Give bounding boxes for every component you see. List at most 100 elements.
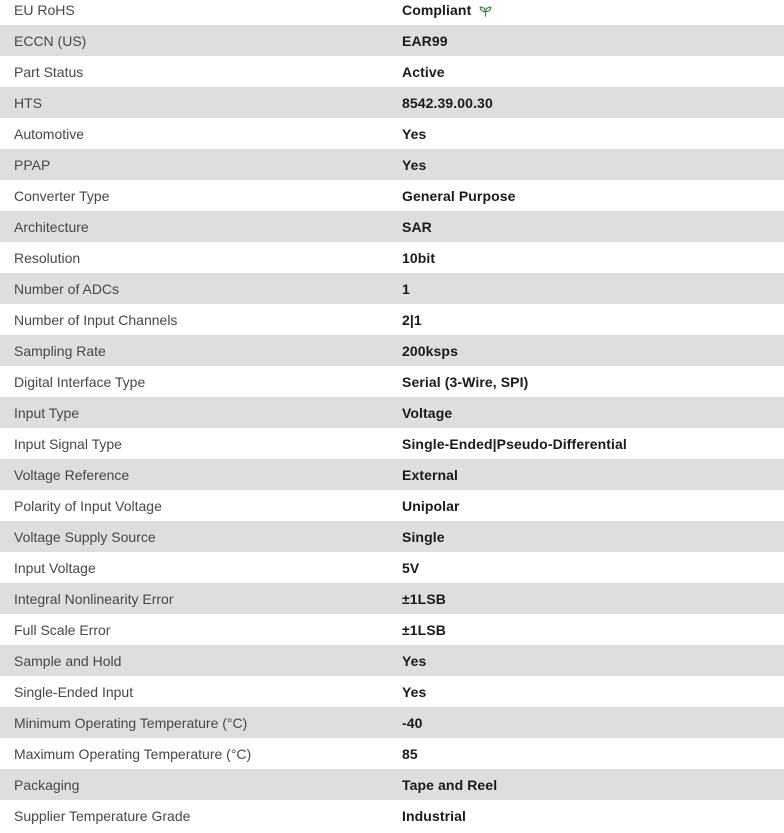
spec-row: Resolution 10bit xyxy=(0,242,784,273)
spec-label: Single-Ended Input xyxy=(14,683,134,700)
spec-label: Resolution xyxy=(14,249,81,266)
spec-row: Voltage Reference External xyxy=(0,459,784,490)
spec-value-cell: Yes xyxy=(402,684,784,700)
spec-value-cell: Tape and Reel xyxy=(402,777,784,793)
spec-value-cell: 2|1 xyxy=(402,312,784,328)
spec-value-cell: ±1LSB xyxy=(402,622,784,638)
spec-value: EAR99 xyxy=(402,32,448,49)
spec-row: ECCN (US) EAR99 xyxy=(0,25,784,56)
spec-value: 5V xyxy=(402,559,420,576)
spec-value: Unipolar xyxy=(402,497,460,514)
spec-value: 85 xyxy=(402,745,418,762)
spec-row: Sampling Rate 200ksps xyxy=(0,335,784,366)
spec-value: Yes xyxy=(402,156,427,173)
spec-value-cell: Unipolar xyxy=(402,498,784,514)
spec-value: Yes xyxy=(402,683,427,700)
spec-label: Maximum Operating Temperature (°C) xyxy=(14,745,252,762)
spec-label: HTS xyxy=(14,94,42,111)
spec-value: Active xyxy=(402,63,445,80)
spec-row: Input Signal Type Single-Ended|Pseudo-Di… xyxy=(0,428,784,459)
spec-value: Tape and Reel xyxy=(402,776,498,793)
spec-row: Single-Ended Input Yes xyxy=(0,676,784,707)
spec-row: Polarity of Input Voltage Unipolar xyxy=(0,490,784,521)
spec-label: Minimum Operating Temperature (°C) xyxy=(14,714,248,731)
spec-value: Voltage xyxy=(402,404,453,421)
spec-row: PPAP Yes xyxy=(0,149,784,180)
spec-value-cell: 5V xyxy=(402,560,784,576)
spec-label: Input Voltage xyxy=(14,559,96,576)
spec-value-cell: 200ksps xyxy=(402,343,784,359)
spec-value: Single-Ended|Pseudo-Differential xyxy=(402,435,627,452)
spec-label: Digital Interface Type xyxy=(14,373,146,390)
spec-value: Compliant xyxy=(402,1,472,18)
spec-value-cell: Industrial xyxy=(402,808,784,824)
spec-label: Sample and Hold xyxy=(14,652,122,669)
spec-label: Voltage Reference xyxy=(14,466,130,483)
spec-value: 2|1 xyxy=(402,311,422,328)
spec-value: ±1LSB xyxy=(402,590,446,607)
spec-label: Number of Input Channels xyxy=(14,311,178,328)
spec-label: Number of ADCs xyxy=(14,280,120,297)
spec-label: PPAP xyxy=(14,156,51,173)
spec-value-cell: Voltage xyxy=(402,405,784,421)
spec-row: Input Voltage 5V xyxy=(0,552,784,583)
spec-row: Architecture SAR xyxy=(0,211,784,242)
spec-value-cell: Single xyxy=(402,529,784,545)
spec-row: Full Scale Error ±1LSB xyxy=(0,614,784,645)
spec-row: Packaging Tape and Reel xyxy=(0,769,784,800)
spec-row: EU RoHS Compliant xyxy=(0,0,784,25)
spec-value: SAR xyxy=(402,218,432,235)
spec-row: Input Type Voltage xyxy=(0,397,784,428)
spec-value: 200ksps xyxy=(402,342,458,359)
spec-value: Yes xyxy=(402,125,427,142)
spec-label: Integral Nonlinearity Error xyxy=(14,590,174,607)
spec-row: Minimum Operating Temperature (°C) -40 xyxy=(0,707,784,738)
spec-value: Serial (3-Wire, SPI) xyxy=(402,373,529,390)
leaf-icon xyxy=(478,3,493,18)
spec-label: Input Type xyxy=(14,404,80,421)
spec-label: Architecture xyxy=(14,218,89,235)
spec-value: ±1LSB xyxy=(402,621,446,638)
spec-value-cell: External xyxy=(402,467,784,483)
spec-value-cell: Yes xyxy=(402,157,784,173)
spec-row: Supplier Temperature Grade Industrial xyxy=(0,800,784,831)
spec-row: Number of Input Channels 2|1 xyxy=(0,304,784,335)
spec-label: Full Scale Error xyxy=(14,621,111,638)
spec-value-cell: Single-Ended|Pseudo-Differential xyxy=(402,436,784,452)
spec-label: Packaging xyxy=(14,776,80,793)
spec-value-cell: 10bit xyxy=(402,250,784,266)
spec-value: Industrial xyxy=(402,807,467,824)
spec-value-cell: ±1LSB xyxy=(402,591,784,607)
spec-value: -40 xyxy=(402,714,423,731)
spec-label: Converter Type xyxy=(14,187,110,204)
spec-value: 1 xyxy=(402,280,410,297)
spec-value-cell: SAR xyxy=(402,219,784,235)
spec-label: Input Signal Type xyxy=(14,435,122,452)
spec-row: Integral Nonlinearity Error ±1LSB xyxy=(0,583,784,614)
spec-value: 10bit xyxy=(402,249,436,266)
spec-row: Part Status Active xyxy=(0,56,784,87)
spec-row: Voltage Supply Source Single xyxy=(0,521,784,552)
spec-value-cell: Yes xyxy=(402,653,784,669)
spec-row: Maximum Operating Temperature (°C) 85 xyxy=(0,738,784,769)
spec-label: Sampling Rate xyxy=(14,342,106,359)
spec-row: Number of ADCs 1 xyxy=(0,273,784,304)
spec-value-cell: 85 xyxy=(402,746,784,762)
spec-value: General Purpose xyxy=(402,187,516,204)
spec-label: Automotive xyxy=(14,125,85,142)
spec-value: Yes xyxy=(402,652,427,669)
spec-value-cell: Compliant xyxy=(402,2,784,18)
spec-row: Converter Type General Purpose xyxy=(0,180,784,211)
spec-value: External xyxy=(402,466,459,483)
spec-row: Digital Interface Type Serial (3-Wire, S… xyxy=(0,366,784,397)
spec-row: Automotive Yes xyxy=(0,118,784,149)
spec-value-cell: Yes xyxy=(402,126,784,142)
spec-row: HTS 8542.39.00.30 xyxy=(0,87,784,118)
spec-label: Supplier Temperature Grade xyxy=(14,807,191,824)
spec-label: Voltage Supply Source xyxy=(14,528,156,545)
spec-value-cell: -40 xyxy=(402,715,784,731)
spec-value: Single xyxy=(402,528,445,545)
spec-label: EU RoHS xyxy=(14,1,75,18)
spec-value-cell: 1 xyxy=(402,281,784,297)
